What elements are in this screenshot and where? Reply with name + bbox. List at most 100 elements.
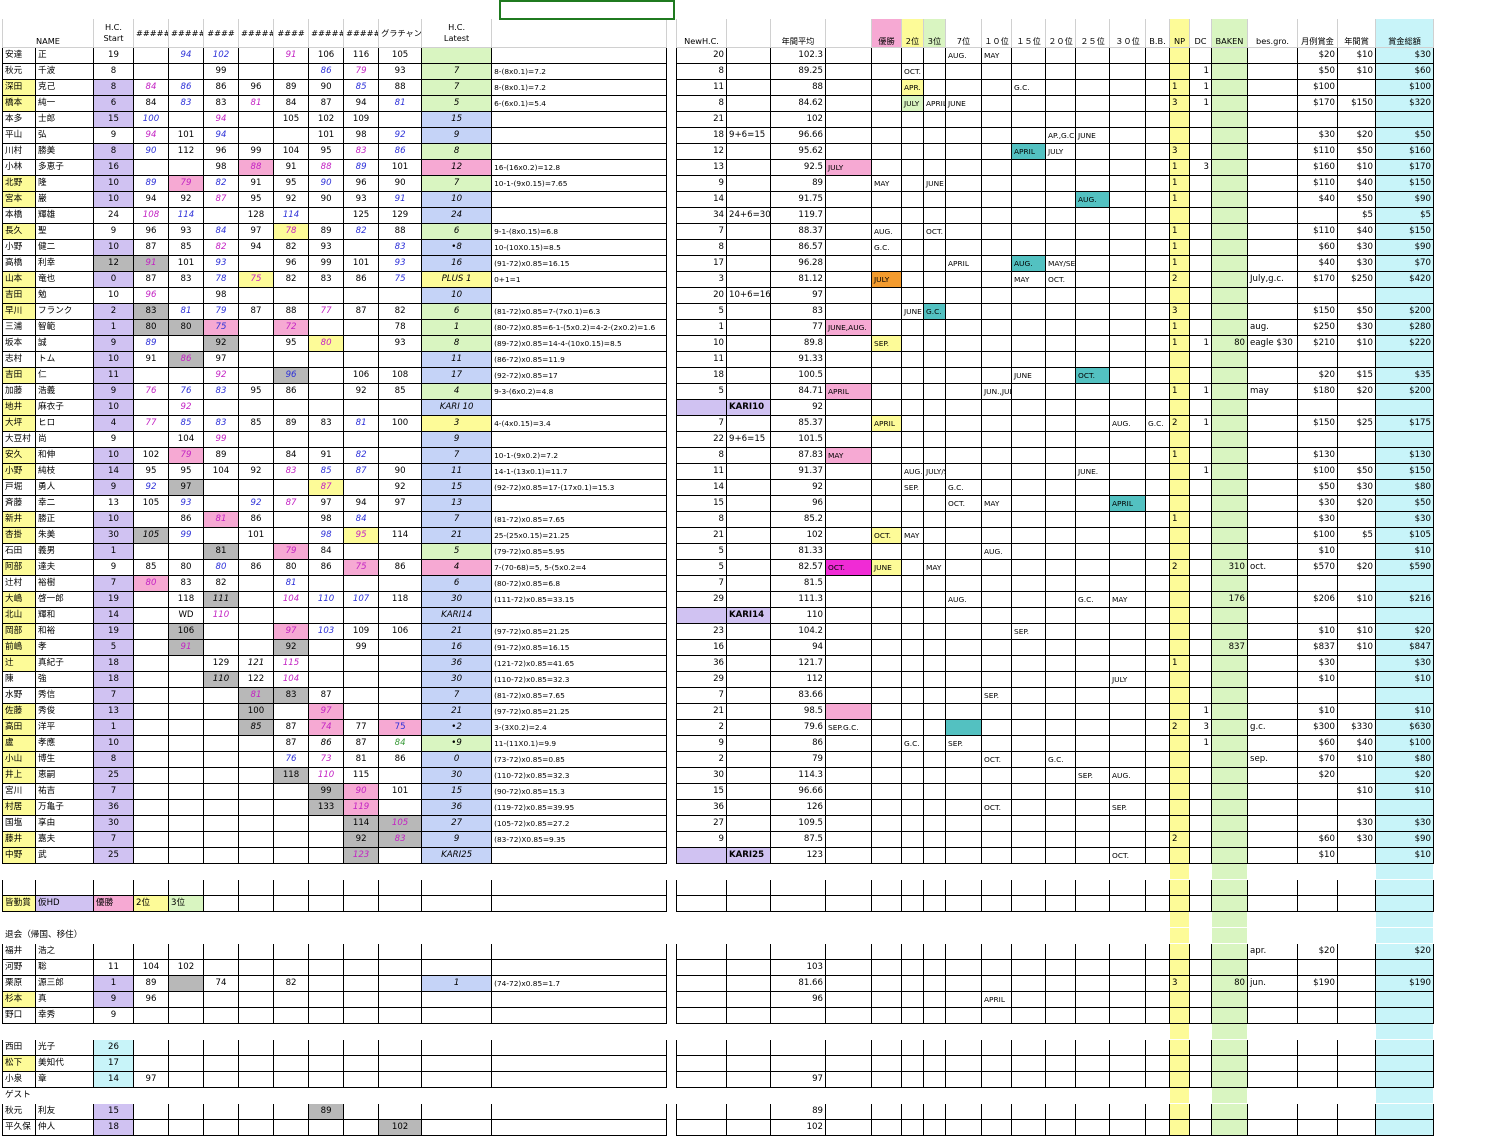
stats-cell[interactable]: July,g.c.: [1247, 271, 1298, 288]
blank-cell[interactable]: [421, 911, 493, 928]
stats-cell[interactable]: [1211, 319, 1248, 336]
hc-start-cell[interactable]: 9: [93, 383, 134, 400]
member-surname[interactable]: 志村: [2, 351, 36, 368]
blank-cell[interactable]: [770, 927, 826, 944]
round-score-cell[interactable]: 80: [272, 559, 310, 576]
stats-cell[interactable]: [901, 1119, 924, 1136]
blank-cell[interactable]: [1169, 1087, 1190, 1104]
round-score-cell[interactable]: [272, 607, 310, 624]
stats-cell[interactable]: AUG.: [1109, 415, 1146, 432]
round-score-cell[interactable]: 101: [378, 783, 423, 800]
blank-cell[interactable]: [343, 927, 380, 944]
stats-cell[interactable]: $150: [1375, 223, 1434, 240]
stats-cell[interactable]: [1109, 207, 1146, 224]
stats-cell[interactable]: 7: [676, 415, 727, 432]
blank-cell[interactable]: [1297, 895, 1338, 912]
round-score-cell[interactable]: 98: [343, 127, 380, 144]
stats-cell[interactable]: [1045, 287, 1076, 304]
stats-cell[interactable]: 81.33: [770, 543, 826, 560]
stats-cell[interactable]: $10: [1337, 623, 1376, 640]
member-given-name[interactable]: 博生: [35, 751, 94, 768]
stats-cell[interactable]: [1297, 431, 1338, 448]
stats-cell[interactable]: [1169, 799, 1190, 816]
stats-cell[interactable]: [825, 543, 872, 560]
blank-cell[interactable]: [1109, 927, 1146, 944]
stats-cell[interactable]: [726, 751, 771, 768]
guest-cell[interactable]: 89: [308, 1103, 345, 1120]
round-score-cell[interactable]: 86: [272, 383, 310, 400]
round-score-cell[interactable]: [133, 623, 169, 640]
round-score-cell[interactable]: 110: [308, 591, 345, 608]
blank-cell[interactable]: [238, 911, 274, 928]
stats-cell[interactable]: [945, 207, 982, 224]
hc-formula-cell[interactable]: (81-72)x0.85=7.65: [491, 511, 668, 528]
round-score-cell[interactable]: 87: [272, 719, 310, 736]
member-surname[interactable]: 本多: [2, 111, 36, 128]
stats-cell[interactable]: [825, 815, 872, 832]
round-score-cell[interactable]: [203, 719, 239, 736]
member-given-name[interactable]: 朱美: [35, 527, 94, 544]
stats-cell[interactable]: 1: [1169, 239, 1190, 256]
hc-start-cell[interactable]: 30: [93, 815, 134, 832]
blank-cell[interactable]: [1247, 863, 1298, 880]
round-score-cell[interactable]: [133, 47, 169, 64]
stats-cell[interactable]: [1075, 175, 1110, 192]
stats-cell[interactable]: [1011, 607, 1046, 624]
stats-cell[interactable]: AUG.: [901, 463, 924, 480]
stats-cell[interactable]: [1109, 159, 1146, 176]
member-surname[interactable]: 藤井: [2, 831, 36, 848]
blank-cell[interactable]: [1211, 1023, 1248, 1040]
stats-cell[interactable]: [1189, 991, 1212, 1008]
stats-cell[interactable]: 310: [1211, 559, 1248, 576]
stats-cell[interactable]: 1: [1169, 255, 1190, 272]
round-score-cell[interactable]: [378, 511, 423, 528]
stats-cell[interactable]: [1189, 351, 1212, 368]
stats-cell[interactable]: [871, 463, 902, 480]
round-score-cell[interactable]: [272, 847, 310, 864]
stats-cell[interactable]: [825, 303, 872, 320]
round-score-cell[interactable]: [378, 399, 423, 416]
stats-cell[interactable]: [871, 735, 902, 752]
stats-cell[interactable]: [726, 47, 771, 64]
guest-cell[interactable]: [421, 1119, 493, 1136]
stats-cell[interactable]: [1075, 799, 1110, 816]
member-row[interactable]: 大坪 ヒロ 4 77 85 83 85 89 83 81 100 3 4-(4x0.15)=3.4: [2, 415, 668, 432]
round-score-cell[interactable]: 73: [308, 751, 345, 768]
stats-cell[interactable]: [1297, 1039, 1338, 1056]
round-score-cell[interactable]: 87: [308, 95, 345, 112]
hc-latest-cell[interactable]: 15: [421, 783, 493, 800]
round-score-cell[interactable]: [133, 431, 169, 448]
stats-cell[interactable]: [1145, 223, 1170, 240]
member-row[interactable]: 前嶋孝 5 91 92 99 16 (91-72)x0.85=16.15: [2, 639, 668, 656]
stats-cell[interactable]: [871, 207, 902, 224]
stats-cell[interactable]: [1337, 1071, 1376, 1088]
stats-cell[interactable]: [923, 511, 946, 528]
member-surname[interactable]: 安久: [2, 447, 36, 464]
hc-formula-cell[interactable]: (97-72)x0.85=21.25: [491, 703, 668, 720]
member-given-name[interactable]: 純一: [35, 95, 94, 112]
stats-cell[interactable]: [825, 399, 872, 416]
round-score-cell[interactable]: 89: [133, 175, 169, 192]
round-score-cell[interactable]: [203, 639, 239, 656]
stats-cell[interactable]: [1169, 1039, 1190, 1056]
blank-cell[interactable]: [945, 0, 982, 19]
member-row[interactable]: 川村 勝美 8 90 112 96 99 104 95 83 86 8: [2, 143, 668, 160]
stats-cell[interactable]: [945, 975, 982, 992]
right-hdr-cell[interactable]: [726, 18, 771, 48]
hc-formula-cell[interactable]: (89-72)x0.85=14-4-(10x0.15)=8.5: [491, 335, 668, 352]
stats-cell[interactable]: [1045, 543, 1076, 560]
stats-cell[interactable]: [1375, 687, 1434, 704]
round-score-cell[interactable]: [343, 287, 380, 304]
stats-cell[interactable]: 97: [770, 287, 826, 304]
stats-cell[interactable]: 103: [770, 959, 826, 976]
blank-cell[interactable]: [1011, 1087, 1046, 1104]
stats-cell[interactable]: [1045, 447, 1076, 464]
former-member-row[interactable]: 野口 幸秀 9: [2, 1007, 668, 1024]
round-score-cell[interactable]: 95: [343, 527, 380, 544]
round-score-cell[interactable]: 75: [343, 559, 380, 576]
stats-cell[interactable]: [1011, 303, 1046, 320]
stats-cell[interactable]: [1109, 47, 1146, 64]
legend-item[interactable]: 3位: [168, 895, 204, 912]
stats-cell[interactable]: [945, 287, 982, 304]
former-member-cell[interactable]: [168, 975, 204, 992]
